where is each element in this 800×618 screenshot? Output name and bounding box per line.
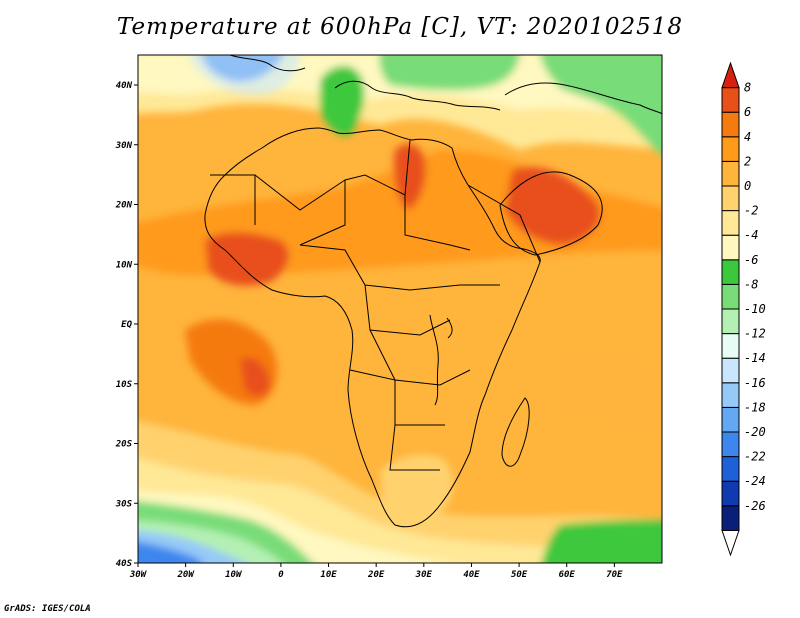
colorbar-segment bbox=[721, 160, 740, 187]
colorbar-segment bbox=[721, 431, 740, 458]
x-tick-label: 0 bbox=[278, 570, 284, 580]
colorbar-lower-triangle bbox=[721, 529, 740, 557]
colorbar-label: -18 bbox=[744, 400, 766, 414]
y-tick-label: 20N bbox=[115, 201, 133, 211]
colorbar-label: -6 bbox=[744, 253, 758, 267]
x-tick-label: 70E bbox=[606, 570, 623, 580]
x-tick-label: 20W bbox=[177, 570, 196, 580]
colorbar-segment bbox=[721, 357, 740, 384]
y-tick-label: 10N bbox=[116, 260, 133, 270]
x-tick-label: 60E bbox=[559, 570, 576, 580]
coastlines bbox=[204, 55, 662, 528]
x-tick-label: 50E bbox=[511, 570, 528, 580]
colorbar-segment bbox=[721, 308, 740, 335]
colorbar-label: 0 bbox=[744, 179, 751, 193]
x-tick-label: 40E bbox=[463, 570, 480, 580]
chart-title: Temperature at 600hPa [C], VT: 202010251… bbox=[116, 14, 684, 40]
colorbar-label: -22 bbox=[744, 450, 766, 464]
map-frame bbox=[137, 54, 663, 564]
x-tick-label: 10W bbox=[225, 570, 243, 580]
colorbar-label: -14 bbox=[744, 351, 766, 365]
colorbar-segment bbox=[721, 333, 740, 359]
colorbar: 8 6 4 2 0 -2 -4 -6 -8 -10 -12 -14 -16 -18 -20 -22 -24 -26 bbox=[721, 61, 766, 557]
y-tick-label: 10S bbox=[116, 380, 133, 390]
colorbar-label: 4 bbox=[744, 130, 751, 144]
colorbar-label: -20 bbox=[744, 425, 766, 439]
colorbar-segment bbox=[721, 136, 740, 162]
colorbar-label: -26 bbox=[744, 499, 766, 513]
colorbar-label: -8 bbox=[744, 277, 758, 291]
colorbar-segment bbox=[721, 185, 740, 212]
colorbar-label: -10 bbox=[744, 302, 766, 316]
x-tick-label: 30W bbox=[129, 570, 148, 580]
x-tick-label: 30E bbox=[415, 570, 433, 580]
colorbar-label: -2 bbox=[744, 204, 758, 218]
colorbar-segment bbox=[721, 505, 740, 531]
y-axis-ticks: 40N 30N 20N 10N EQ 10S 20S 30S 40S bbox=[115, 81, 138, 569]
colorbar-label: 6 bbox=[744, 105, 751, 119]
x-tick-label: 20E bbox=[367, 570, 385, 580]
colorbar-segment bbox=[721, 111, 740, 138]
colorbar-label: 8 bbox=[744, 81, 751, 95]
colorbar-segment bbox=[721, 87, 740, 113]
colorbar-segment bbox=[721, 283, 740, 310]
y-tick-label: 40N bbox=[116, 81, 133, 91]
colorbar-label: 2 bbox=[744, 154, 751, 168]
credit-text: GrADS: IGES/COLA bbox=[4, 604, 91, 614]
y-tick-label: 40S bbox=[116, 559, 133, 569]
colorbar-segment bbox=[721, 210, 740, 236]
colorbar-segment bbox=[721, 382, 740, 408]
colorbar-segment bbox=[721, 456, 740, 482]
colorbar-label: -4 bbox=[744, 228, 758, 242]
x-tick-label: 10E bbox=[320, 570, 337, 580]
x-axis-ticks: 30W 20W 10W 0 10E 20E 30E 40E 50E 60E 70E bbox=[129, 563, 623, 580]
colorbar-label: -16 bbox=[744, 376, 766, 390]
y-tick-label: EQ bbox=[121, 320, 132, 330]
colorbar-segment bbox=[721, 480, 740, 507]
y-tick-label: 30S bbox=[115, 499, 133, 509]
colorbar-segment bbox=[721, 234, 740, 261]
colorbar-label: -12 bbox=[744, 327, 766, 341]
colorbar-segment bbox=[721, 259, 740, 285]
colorbar-segment bbox=[721, 406, 740, 433]
colorbar-upper-triangle bbox=[721, 61, 740, 89]
y-tick-label: 30N bbox=[115, 141, 133, 151]
colorbar-label: -24 bbox=[744, 474, 766, 488]
y-tick-label: 20S bbox=[115, 440, 133, 450]
temperature-field bbox=[138, 55, 662, 563]
